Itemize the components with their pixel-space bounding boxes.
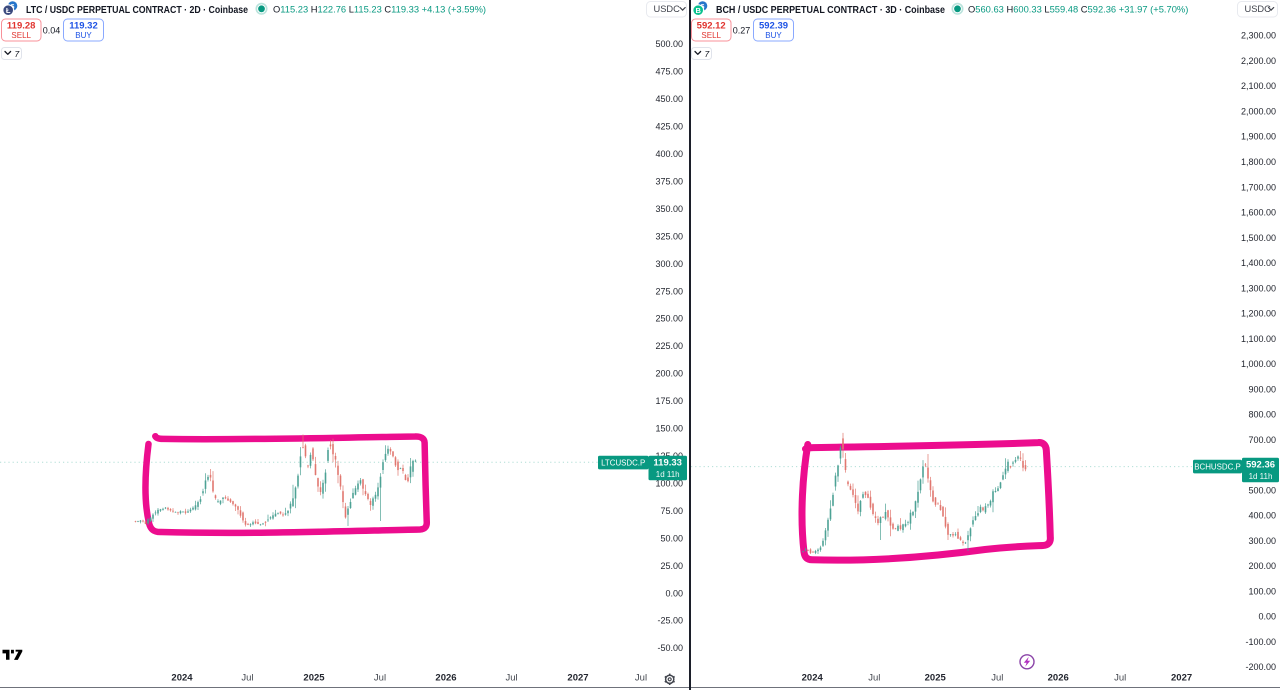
svg-text:BUY: BUY: [765, 31, 782, 40]
svg-text:O560.63 H600.33 L559.48 C592.3: O560.63 H600.33 L559.48 C592.36 +31.97 (…: [968, 5, 1188, 15]
svg-text:1,900.00: 1,900.00: [1241, 132, 1276, 142]
svg-text:BCHUSDC.P: BCHUSDC.P: [1194, 462, 1240, 471]
svg-text:700.00: 700.00: [1248, 435, 1276, 445]
svg-text:-200.00: -200.00: [1245, 662, 1276, 672]
svg-text:400.00: 400.00: [1248, 511, 1276, 521]
svg-text:900.00: 900.00: [1248, 384, 1276, 394]
svg-text:2027: 2027: [1171, 673, 1192, 684]
svg-text:375.00: 375.00: [655, 177, 683, 187]
svg-text:Jul: Jul: [241, 673, 253, 684]
svg-text:450.00: 450.00: [655, 94, 683, 104]
svg-text:LTCUSDC.P: LTCUSDC.P: [601, 458, 645, 467]
svg-text:1,200.00: 1,200.00: [1241, 309, 1276, 319]
svg-text:1,800.00: 1,800.00: [1241, 157, 1276, 167]
svg-text:0.04: 0.04: [43, 25, 61, 35]
svg-text:1,500.00: 1,500.00: [1241, 233, 1276, 243]
svg-text:2024: 2024: [802, 673, 824, 684]
svg-text:225.00: 225.00: [655, 341, 683, 351]
svg-text:-100.00: -100.00: [1245, 637, 1276, 647]
svg-text:B: B: [695, 6, 701, 15]
svg-text:Jul: Jul: [1114, 673, 1126, 684]
svg-text:1,600.00: 1,600.00: [1241, 208, 1276, 218]
svg-text:175.00: 175.00: [655, 396, 683, 406]
svg-text:25.00: 25.00: [660, 561, 683, 571]
svg-text:2,000.00: 2,000.00: [1241, 107, 1276, 117]
svg-text:Jul: Jul: [868, 673, 880, 684]
svg-text:500.00: 500.00: [1248, 485, 1276, 495]
svg-text:7: 7: [15, 49, 20, 59]
svg-text:592.12: 592.12: [697, 21, 726, 32]
svg-text:350.00: 350.00: [655, 204, 683, 214]
svg-text:592.39: 592.39: [759, 21, 788, 32]
svg-text:2026: 2026: [435, 673, 456, 684]
svg-text:592.36: 592.36: [1246, 460, 1275, 471]
svg-text:75.00: 75.00: [660, 506, 683, 516]
svg-text:500.00: 500.00: [655, 39, 683, 49]
svg-text:1,000.00: 1,000.00: [1241, 359, 1276, 369]
svg-text:Jul: Jul: [991, 673, 1003, 684]
svg-text:475.00: 475.00: [655, 67, 683, 77]
svg-text:BCH / USDC PERPETUAL CONTRACT: BCH / USDC PERPETUAL CONTRACT · 3D · Coi…: [716, 5, 945, 16]
svg-text:O115.23 H122.76 L115.23 C119.3: O115.23 H122.76 L115.23 C119.33 +4.13 (+…: [273, 5, 486, 15]
svg-text:400.00: 400.00: [655, 149, 683, 159]
svg-text:1d 11h: 1d 11h: [1249, 472, 1273, 481]
svg-text:1,300.00: 1,300.00: [1241, 283, 1276, 293]
svg-text:2027: 2027: [567, 673, 588, 684]
svg-text:300.00: 300.00: [1248, 536, 1276, 546]
svg-text:0.00: 0.00: [1258, 612, 1276, 622]
svg-text:Jul: Jul: [635, 673, 647, 684]
svg-text:2024: 2024: [171, 673, 193, 684]
svg-text:119.33: 119.33: [653, 458, 682, 469]
svg-text:200.00: 200.00: [1248, 561, 1276, 571]
svg-text:2025: 2025: [925, 673, 947, 684]
svg-text:800.00: 800.00: [1248, 410, 1276, 420]
svg-text:SELL: SELL: [11, 31, 31, 40]
svg-text:2025: 2025: [303, 673, 325, 684]
svg-text:1,400.00: 1,400.00: [1241, 258, 1276, 268]
svg-text:USDC: USDC: [1245, 4, 1272, 14]
svg-text:275.00: 275.00: [655, 286, 683, 296]
svg-text:50.00: 50.00: [660, 533, 683, 543]
svg-text:325.00: 325.00: [655, 231, 683, 241]
svg-text:LTC / USDC PERPETUAL CONTRACT: LTC / USDC PERPETUAL CONTRACT · 2D · Coi…: [26, 5, 248, 16]
svg-text:200.00: 200.00: [655, 369, 683, 379]
svg-text:USDC: USDC: [654, 4, 681, 14]
svg-text:150.00: 150.00: [655, 424, 683, 434]
svg-text:Jul: Jul: [374, 673, 386, 684]
svg-text:-25.00: -25.00: [657, 616, 683, 626]
svg-text:2,200.00: 2,200.00: [1241, 56, 1276, 66]
svg-text:1,700.00: 1,700.00: [1241, 182, 1276, 192]
svg-text:1,100.00: 1,100.00: [1241, 334, 1276, 344]
svg-text:300.00: 300.00: [655, 259, 683, 269]
svg-text:0.27: 0.27: [733, 25, 751, 35]
svg-text:100.00: 100.00: [655, 479, 683, 489]
svg-text:119.28: 119.28: [7, 21, 36, 32]
svg-text:2,300.00: 2,300.00: [1241, 31, 1276, 41]
svg-text:BUY: BUY: [75, 31, 92, 40]
svg-text:1d 11h: 1d 11h: [656, 470, 680, 479]
svg-text:425.00: 425.00: [655, 122, 683, 132]
svg-text:7: 7: [705, 49, 710, 59]
svg-text:-50.00: -50.00: [657, 643, 683, 653]
svg-text:Jul: Jul: [506, 673, 518, 684]
svg-text:250.00: 250.00: [655, 314, 683, 324]
svg-text:2,100.00: 2,100.00: [1241, 81, 1276, 91]
svg-text:Ł: Ł: [6, 6, 11, 15]
svg-text:SELL: SELL: [701, 31, 721, 40]
svg-text:2026: 2026: [1048, 673, 1069, 684]
svg-text:100.00: 100.00: [1248, 586, 1276, 596]
svg-text:119.32: 119.32: [69, 21, 98, 32]
svg-text:0.00: 0.00: [665, 588, 683, 598]
